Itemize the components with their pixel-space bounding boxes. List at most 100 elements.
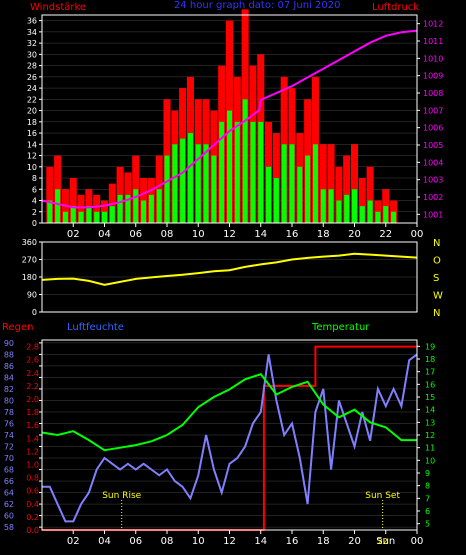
- wind-avg-bar: [62, 211, 68, 223]
- wind-avg-bar: [297, 166, 303, 223]
- pressure-tick-label: 1003: [423, 176, 443, 185]
- pressure-line: [41, 29, 418, 209]
- x-tick-label: Sun: [376, 536, 395, 547]
- pressure-tick-label: 1001: [423, 210, 443, 219]
- x-tick-label: 12: [223, 229, 236, 240]
- x-tick-label: 00: [411, 229, 424, 240]
- temp-tick-label: 15: [425, 393, 435, 402]
- humidity-tick-label: 58: [4, 523, 14, 532]
- rain-tick-label: 0.0: [26, 526, 39, 535]
- wind-direction-line: [41, 252, 418, 286]
- wind-avg-bar: [258, 121, 264, 223]
- wind-avg-bar: [117, 194, 123, 223]
- humidity-tick-label: 86: [4, 362, 14, 371]
- y-tick-label: 30: [27, 50, 37, 59]
- wind-avg-bar: [312, 144, 318, 223]
- humidity-tick-label: 78: [4, 408, 14, 417]
- wind-avg-bar: [141, 200, 147, 223]
- y-tick-label: 6: [32, 185, 37, 194]
- y-tick-label: 22: [27, 95, 37, 104]
- temp-tick-label: 5: [425, 520, 430, 529]
- y-tick-label: 18: [27, 118, 37, 127]
- wind-avg-bar: [148, 194, 154, 223]
- wind-gust-bar: [327, 144, 335, 223]
- wind-avg-bar: [133, 189, 139, 223]
- rain-tick-label: 2.8: [26, 343, 39, 352]
- wind-avg-bar: [305, 155, 311, 223]
- rain-tick-label: 2.4: [26, 369, 39, 378]
- y-tick-label: 16: [27, 129, 37, 138]
- wind-avg-bar: [109, 206, 115, 223]
- x-tick-label: 22: [379, 229, 392, 240]
- humidity-tick-label: 84: [4, 373, 14, 382]
- wind-gust-bar: [46, 166, 54, 223]
- y-tick-label: 4: [32, 197, 37, 206]
- wind-avg-bar: [375, 211, 381, 223]
- y-tick-label: 26: [27, 73, 37, 82]
- humidity-tick-label: 82: [4, 385, 14, 394]
- sun-marker-hour-label: 22: [378, 537, 388, 546]
- x-tick-label: 20: [348, 536, 361, 547]
- pressure-tick-label: 1006: [423, 124, 443, 133]
- rain-tick-label: 1.8: [26, 408, 39, 417]
- wind-gust-bar: [358, 178, 366, 223]
- plot-frame: [41, 241, 418, 313]
- sun-marker-label: Sun Rise: [102, 491, 141, 501]
- temp-tick-label: 6: [425, 507, 430, 516]
- y-tick-label: 0: [32, 308, 37, 317]
- temp-tick-label: 10: [425, 456, 435, 465]
- x-tick-label: 02: [67, 229, 80, 240]
- wind-gust-bar: [69, 178, 77, 223]
- humidity-tick-label: 74: [4, 431, 14, 440]
- wind-avg-bar: [250, 121, 256, 223]
- pressure-tick-label: 1010: [423, 54, 443, 63]
- y-tick-label: 34: [27, 28, 37, 37]
- humidity-tick-label: 62: [4, 500, 14, 509]
- temp-tick-label: 11: [425, 444, 435, 453]
- wind-gust-bar: [77, 194, 85, 223]
- y-tick-label: 90: [27, 291, 37, 300]
- humidity-tick-label: 88: [4, 350, 14, 359]
- humidity-tick-label: 72: [4, 443, 14, 452]
- humidity-tick-label: 60: [4, 512, 14, 521]
- pressure-tick-label: 1012: [423, 20, 443, 29]
- pressure-tick-label: 1008: [423, 89, 443, 98]
- rain-tick-label: 2.0: [26, 395, 39, 404]
- wind-avg-bar: [328, 189, 334, 223]
- humidity-tick-label: 80: [4, 396, 14, 405]
- y-tick-label: 0: [32, 219, 37, 228]
- x-tick-label: 10: [192, 229, 205, 240]
- pressure-tick-label: 1005: [423, 141, 443, 150]
- rain-tick-label: 1.4: [26, 434, 39, 443]
- x-tick-label: 10: [192, 536, 205, 547]
- x-tick-label: 18: [317, 229, 330, 240]
- y-tick-label: 270: [22, 256, 37, 265]
- y-tick-label: 10: [27, 163, 37, 172]
- pressure-tick-label: 1009: [423, 72, 443, 81]
- wind-avg-bar: [70, 206, 76, 223]
- temp-tick-label: 7: [425, 494, 430, 503]
- rain-tick-label: 1.6: [26, 421, 39, 430]
- wind-avg-bar: [211, 155, 217, 223]
- compass-label: W: [433, 291, 443, 302]
- temp-tick-label: 16: [425, 380, 435, 389]
- humidity-tick-label: 90: [4, 339, 14, 348]
- temp-tick-label: 9: [425, 469, 430, 478]
- y-tick-label: 28: [27, 62, 37, 71]
- rain-tick-label: 1.0: [26, 460, 39, 469]
- wind-gust-bar: [93, 194, 101, 223]
- humidity-tick-label: 68: [4, 466, 14, 475]
- x-tick-label: 14: [254, 229, 267, 240]
- pressure-tick-label: 1011: [423, 37, 443, 46]
- chart-title: 24 hour graph dato: 07 Juni 2020: [174, 0, 340, 11]
- wind-avg-bar: [336, 200, 342, 223]
- sun-marker-label: Sun Set: [365, 491, 400, 501]
- wind-axis-title: Windstärke: [30, 2, 86, 13]
- wind-avg-bar: [320, 189, 326, 223]
- wind-gust-bar: [319, 144, 327, 223]
- wind-avg-bar: [289, 144, 295, 223]
- rain-tick-label: 2.6: [26, 356, 39, 365]
- y-tick-label: 14: [27, 140, 37, 149]
- wind-gust-bar: [335, 166, 343, 223]
